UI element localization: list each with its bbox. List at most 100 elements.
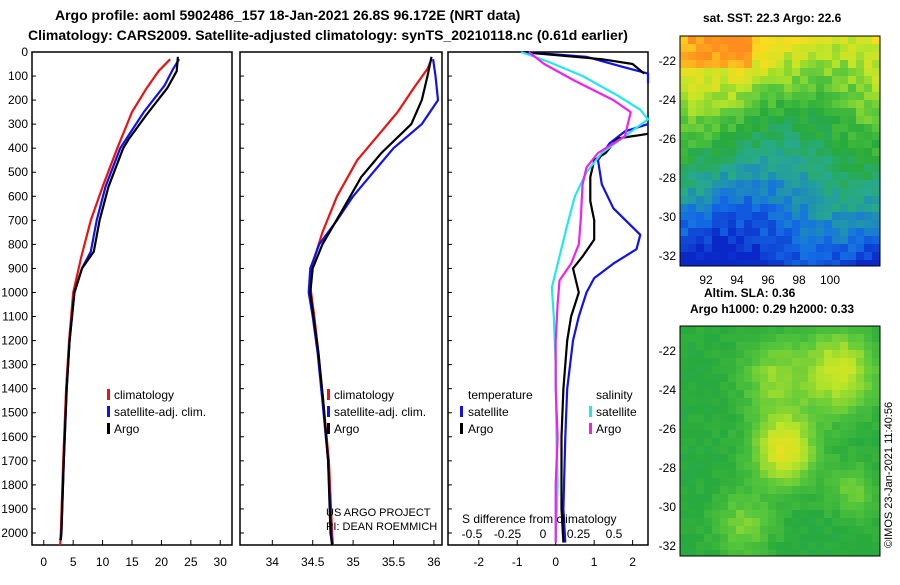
sla-cell bbox=[696, 414, 704, 422]
sla-cell bbox=[712, 550, 720, 556]
sla-cell bbox=[760, 334, 768, 342]
sla-cell bbox=[776, 542, 784, 550]
sst-cell bbox=[800, 92, 808, 100]
sla-cell bbox=[760, 510, 768, 518]
sst-cell bbox=[808, 236, 816, 244]
sst-cell bbox=[752, 84, 760, 92]
sla-cell bbox=[696, 430, 704, 438]
sla-cell bbox=[856, 510, 864, 518]
sst-cell bbox=[696, 52, 704, 60]
sla-cell bbox=[848, 470, 856, 478]
sla-cell bbox=[704, 422, 712, 430]
sst-cell bbox=[776, 132, 784, 140]
sst-cell bbox=[712, 44, 720, 52]
sst-cell bbox=[848, 252, 856, 260]
sst-cell bbox=[848, 244, 856, 252]
sst-y-tick-label: -22 bbox=[659, 54, 677, 68]
sla-cell bbox=[840, 358, 848, 366]
sst-cell bbox=[856, 140, 864, 148]
sst-cell bbox=[696, 140, 704, 148]
sla-cell bbox=[856, 398, 864, 406]
sst-cell bbox=[696, 124, 704, 132]
sst-cell bbox=[816, 244, 824, 252]
legend-swatch-temp-argo bbox=[460, 423, 463, 434]
sst-cell bbox=[872, 196, 880, 204]
sla-cell bbox=[728, 414, 736, 422]
sst-cell bbox=[704, 164, 712, 172]
sst-cell bbox=[864, 244, 872, 252]
sst-cell bbox=[712, 180, 720, 188]
sla-cell bbox=[824, 334, 832, 342]
sla-cell bbox=[736, 446, 744, 454]
sla-cell bbox=[736, 366, 744, 374]
sst-cell bbox=[712, 68, 720, 76]
sst-cell bbox=[848, 260, 856, 266]
sla-cell bbox=[720, 358, 728, 366]
sla-cell bbox=[704, 406, 712, 414]
sla-cell bbox=[736, 510, 744, 518]
sla-cell bbox=[704, 366, 712, 374]
sla-cell bbox=[816, 326, 824, 334]
sla-cell bbox=[704, 478, 712, 486]
sst-cell bbox=[688, 92, 696, 100]
sla-cell bbox=[728, 534, 736, 542]
sst-cell bbox=[760, 92, 768, 100]
sst-cell bbox=[856, 236, 864, 244]
sst-cell bbox=[848, 140, 856, 148]
sla-cell bbox=[864, 486, 872, 494]
sst-cell bbox=[824, 60, 832, 68]
sst-cell bbox=[872, 92, 880, 100]
sst-cell bbox=[864, 92, 872, 100]
sla-cell bbox=[736, 334, 744, 342]
sst-cell bbox=[840, 220, 848, 228]
sst-cell bbox=[808, 84, 816, 92]
sst-cell bbox=[712, 156, 720, 164]
sla-cell bbox=[736, 382, 744, 390]
sst-cell bbox=[728, 156, 736, 164]
sla-cell bbox=[728, 326, 736, 334]
sla-cell bbox=[768, 350, 776, 358]
sla-cell bbox=[832, 366, 840, 374]
sla-cell bbox=[816, 526, 824, 534]
sla-cell bbox=[840, 550, 848, 556]
sla-cell bbox=[864, 518, 872, 526]
sla-cell bbox=[848, 382, 856, 390]
sst-cell bbox=[856, 196, 864, 204]
sla-cell bbox=[856, 414, 864, 422]
sla-cell bbox=[752, 550, 760, 556]
sla-cell bbox=[704, 414, 712, 422]
sla-cell bbox=[816, 510, 824, 518]
sst-cell bbox=[792, 36, 800, 44]
legend-label-climatology: climatology bbox=[334, 388, 394, 402]
sla-cell bbox=[680, 342, 688, 350]
sst-cell bbox=[720, 84, 728, 92]
sla-cell bbox=[744, 374, 752, 382]
sla-cell bbox=[792, 462, 800, 470]
sla-cell bbox=[800, 374, 808, 382]
sla-cell bbox=[816, 422, 824, 430]
sla-cell bbox=[808, 526, 816, 534]
sst-cell bbox=[840, 92, 848, 100]
sla-cell bbox=[760, 406, 768, 414]
sst-cell bbox=[768, 172, 776, 180]
sst-cell bbox=[784, 124, 792, 132]
sla-cell bbox=[824, 430, 832, 438]
sla-cell bbox=[840, 494, 848, 502]
sst-map-frame bbox=[679, 35, 881, 267]
sla-cell bbox=[792, 518, 800, 526]
sst-cell bbox=[864, 116, 872, 124]
sst-cell bbox=[872, 164, 880, 172]
sla-cell bbox=[824, 374, 832, 382]
sst-cell bbox=[752, 236, 760, 244]
sst-cell bbox=[760, 84, 768, 92]
sla-cell bbox=[792, 358, 800, 366]
sst-cell bbox=[696, 84, 704, 92]
sla-cell bbox=[704, 398, 712, 406]
sst-cell bbox=[680, 196, 688, 204]
sst-cell bbox=[840, 132, 848, 140]
legend-label-sal-satellite: satellite bbox=[596, 405, 637, 419]
sst-cell bbox=[728, 252, 736, 260]
sla-cell bbox=[864, 342, 872, 350]
sla-map-title: Altim. SLA: 0.36 bbox=[704, 286, 796, 300]
sla-cell bbox=[760, 454, 768, 462]
